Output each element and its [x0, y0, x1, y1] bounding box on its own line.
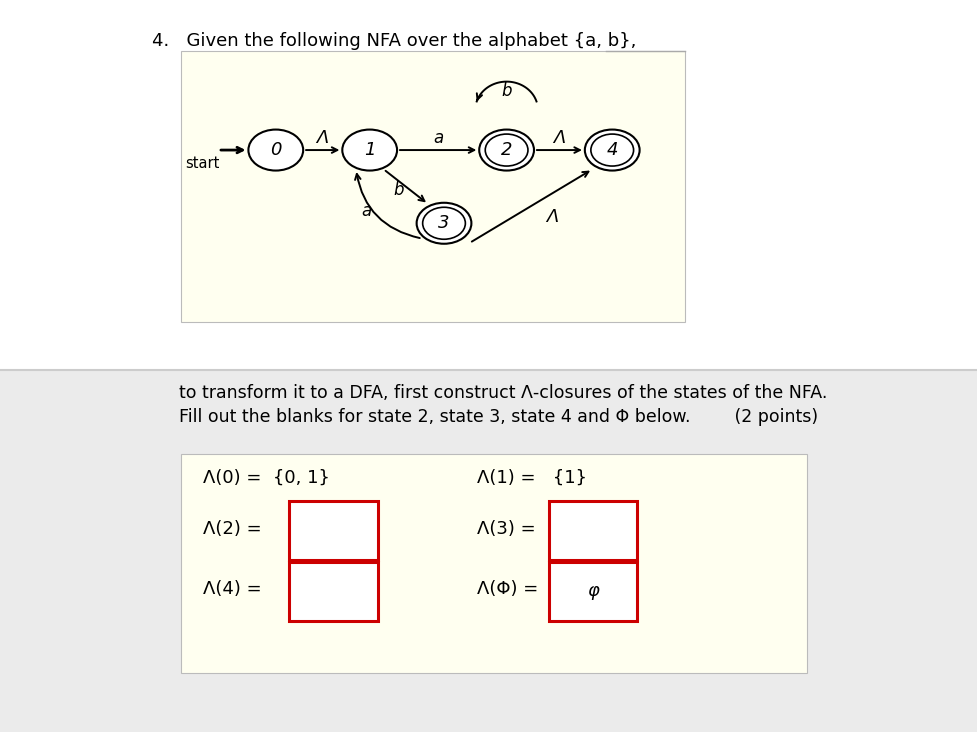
Circle shape [248, 130, 303, 171]
Text: 3: 3 [438, 214, 449, 232]
Text: Λ: Λ [317, 129, 328, 146]
Text: Λ(1) =   {1}: Λ(1) = {1} [477, 468, 586, 486]
Text: Λ: Λ [546, 208, 558, 225]
Text: to transform it to a DFA, first construct Λ-closures of the states of the NFA.: to transform it to a DFA, first construc… [179, 384, 827, 403]
Text: 1: 1 [363, 141, 375, 159]
FancyBboxPatch shape [548, 501, 636, 560]
FancyBboxPatch shape [289, 562, 377, 621]
Text: Λ(3) =: Λ(3) = [477, 520, 535, 537]
Circle shape [416, 203, 471, 244]
Circle shape [479, 130, 533, 171]
Text: 4: 4 [606, 141, 617, 159]
Text: Λ(0) =  {0, 1}: Λ(0) = {0, 1} [203, 468, 330, 486]
Text: start: start [185, 157, 220, 171]
Text: a: a [433, 129, 443, 146]
Text: a: a [361, 202, 371, 220]
FancyBboxPatch shape [0, 370, 977, 732]
FancyBboxPatch shape [181, 454, 806, 673]
Circle shape [584, 130, 639, 171]
FancyBboxPatch shape [289, 501, 377, 560]
Text: Λ: Λ [553, 129, 565, 146]
Text: Λ(2) =: Λ(2) = [203, 520, 262, 537]
Text: 0: 0 [270, 141, 281, 159]
Text: Λ(4) =: Λ(4) = [203, 580, 262, 598]
Text: 4.   Given the following NFA over the alphabet {a, b},: 4. Given the following NFA over the alph… [151, 32, 635, 51]
Text: Fill out the blanks for state 2, state 3, state 4 and Φ below.        (2 points): Fill out the blanks for state 2, state 3… [179, 408, 818, 427]
Circle shape [342, 130, 397, 171]
Text: b: b [501, 83, 511, 100]
Text: b: b [394, 182, 404, 199]
FancyBboxPatch shape [181, 51, 684, 322]
Text: Λ(Φ) =: Λ(Φ) = [477, 580, 538, 598]
Text: φ: φ [586, 583, 598, 600]
Text: 2: 2 [500, 141, 512, 159]
FancyBboxPatch shape [548, 562, 636, 621]
